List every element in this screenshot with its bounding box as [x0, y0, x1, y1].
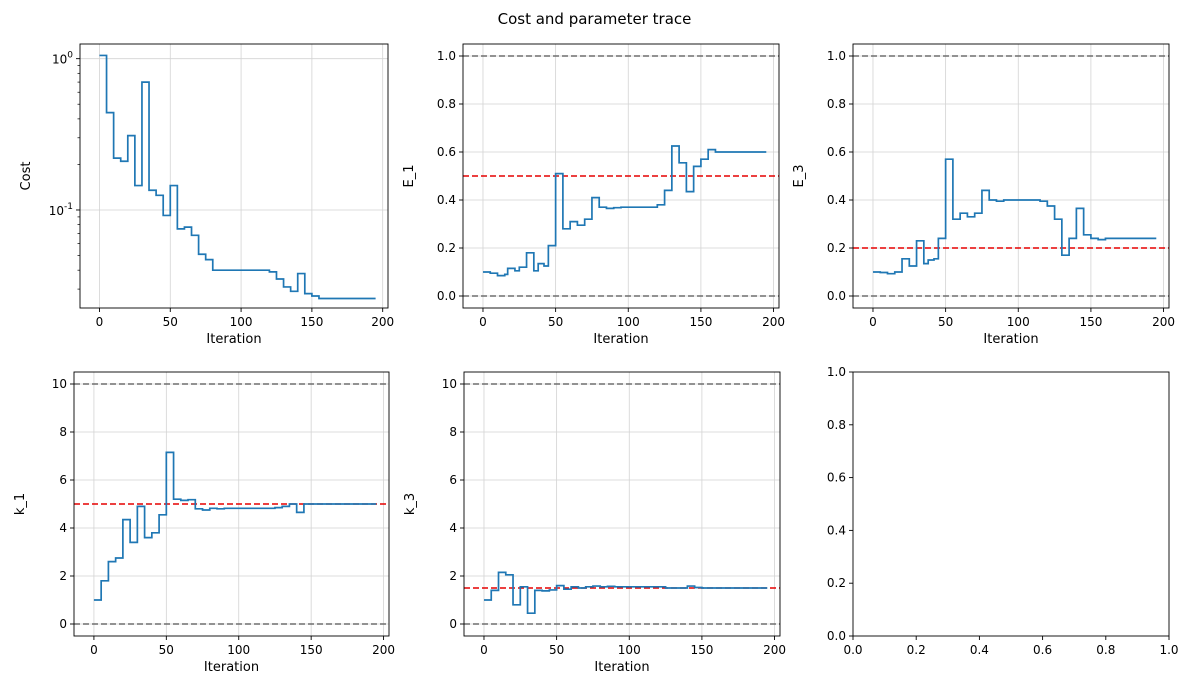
axes-frame	[462, 43, 780, 309]
axes-frame	[852, 371, 1170, 637]
y-tick-label: 0.0	[437, 289, 456, 303]
x-tick-label: 50	[548, 315, 563, 329]
x-tick-label: 150	[1079, 315, 1102, 329]
x-tick-label: 0.4	[970, 643, 989, 657]
x-tick-label: 0	[869, 315, 877, 329]
y-tick-label: 2	[59, 569, 67, 583]
y-tick-label: 1.0	[437, 49, 456, 63]
series-line	[483, 571, 768, 615]
y-tick-label: 0.4	[827, 523, 846, 537]
subplot-empty: 0.0 0.2 0.4 0.6 0.8 1.0 0.0 0.2 0.4 0.6 0.8 1.0	[827, 365, 1179, 657]
y-tick-label: 4	[59, 521, 67, 535]
y-tick-label: 0.6	[437, 145, 456, 159]
x-axis-label: Iteration	[983, 332, 1038, 347]
axes-frame	[463, 371, 781, 637]
x-tick-label: 0.6	[1033, 643, 1052, 657]
y-axis-label: k_1	[13, 493, 28, 515]
x-axis-label: Iteration	[594, 660, 649, 675]
y-tick-label: 0.4	[827, 193, 846, 207]
y-tick-label: 0	[59, 617, 67, 631]
x-tick-label: 100	[1007, 315, 1030, 329]
x-tick-label: 150	[689, 315, 712, 329]
x-tick-label: 100	[617, 315, 640, 329]
subplot-k_1: 0 50 100 150 200 0 2 4 6 8 10 Iteration k_1	[13, 371, 395, 675]
y-tick-label: 0.0	[827, 629, 846, 643]
x-tick-label: 0.0	[843, 643, 862, 657]
y-tick-label: 0	[449, 617, 457, 631]
series-line	[872, 158, 1157, 275]
x-tick-label: 0.2	[907, 643, 926, 657]
x-tick-label: 200	[763, 643, 786, 657]
x-tick-label: 150	[300, 643, 323, 657]
y-axis-label: Cost	[19, 162, 34, 191]
y-tick-label: 0.2	[827, 241, 846, 255]
y-tick-label: 4	[449, 521, 457, 535]
x-tick-label: 100	[618, 643, 641, 657]
subplot-E_3: 0 50 100 150 200 0.0 0.2 0.4 0.6 0.8 1.0 Iteration E…	[792, 43, 1175, 347]
y-tick-label: 10-1	[49, 202, 73, 218]
y-tick-label: 0.8	[827, 97, 846, 111]
x-tick-label: 0	[479, 315, 487, 329]
x-axis-label: Iteration	[204, 660, 259, 675]
y-tick-label: 6	[59, 473, 67, 487]
y-tick-label: 0.2	[437, 241, 456, 255]
subplot-cost: 0 50 100 150 200 100 10-1 Iteration Cost	[19, 43, 394, 347]
x-tick-label: 50	[938, 315, 953, 329]
y-tick-label: 8	[449, 425, 457, 439]
axes-frame	[79, 43, 389, 309]
y-axis-label: k_3	[403, 493, 418, 515]
y-tick-label: 1.0	[827, 49, 846, 63]
subplot-E_1: 0 50 100 150 200 0.0 0.2 0.4 0.6 0.8 1.0 Iteration E…	[402, 43, 785, 347]
series-line	[99, 54, 376, 300]
y-tick-label: 0.0	[827, 289, 846, 303]
axes-frame	[852, 43, 1170, 309]
y-tick-label: 0.4	[437, 193, 456, 207]
series-line	[482, 145, 767, 277]
x-tick-label: 0	[96, 315, 104, 329]
x-tick-label: 50	[549, 643, 564, 657]
y-tick-label: 8	[59, 425, 67, 439]
y-tick-label: 6	[449, 473, 457, 487]
x-tick-label: 150	[300, 315, 323, 329]
x-tick-label: 50	[159, 643, 174, 657]
series-line	[93, 451, 377, 601]
y-tick-label: 0.6	[827, 145, 846, 159]
y-tick-label: 0.2	[827, 576, 846, 590]
x-tick-label: 200	[762, 315, 785, 329]
y-tick-label: 1.0	[827, 365, 846, 379]
x-tick-label: 200	[372, 643, 395, 657]
x-tick-label: 0.8	[1096, 643, 1115, 657]
y-axis-label: E_3	[792, 165, 807, 188]
x-tick-label: 100	[230, 315, 253, 329]
x-axis-label: Iteration	[593, 332, 648, 347]
x-tick-label: 200	[1152, 315, 1175, 329]
y-tick-label: 0.6	[827, 471, 846, 485]
subplot-k_3: 0 50 100 150 200 0 2 4 6 8 10 Iteration k_3	[403, 371, 786, 675]
x-axis-label: Iteration	[206, 332, 261, 347]
y-axis-label: E_1	[402, 165, 417, 188]
x-tick-label: 0	[90, 643, 98, 657]
figure-title: Cost and parameter trace	[498, 10, 692, 28]
y-tick-label: 0.8	[827, 418, 846, 432]
y-tick-label: 10	[52, 377, 67, 391]
x-tick-label: 100	[227, 643, 250, 657]
y-tick-label: 2	[449, 569, 457, 583]
x-tick-label: 0	[480, 643, 488, 657]
x-tick-label: 150	[690, 643, 713, 657]
x-tick-label: 1.0	[1159, 643, 1178, 657]
axes-frame	[73, 371, 390, 637]
y-tick-label: 100	[52, 51, 73, 67]
x-tick-label: 200	[371, 315, 394, 329]
y-tick-label: 10	[442, 377, 457, 391]
y-tick-label: 0.8	[437, 97, 456, 111]
x-tick-label: 50	[163, 315, 178, 329]
